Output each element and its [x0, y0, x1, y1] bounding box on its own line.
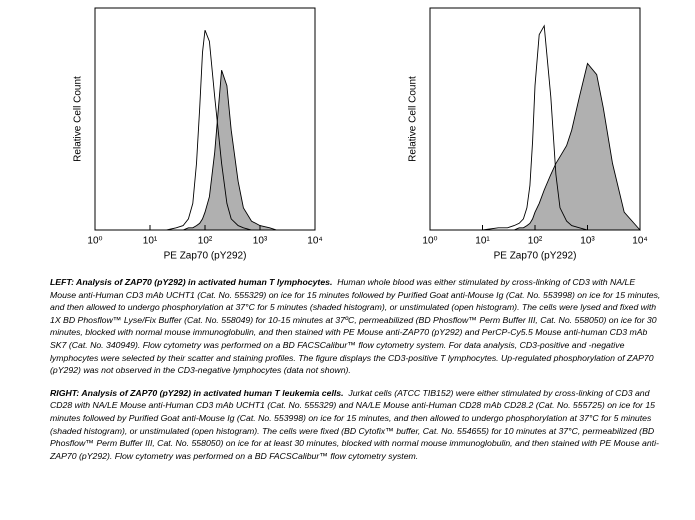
plot-frame — [94, 7, 316, 231]
y-axis-label: Relative Cell Count — [73, 76, 84, 162]
x-tick-label: 10² — [528, 236, 543, 247]
caption-heading: RIGHT: Analysis of ZAP70 (pY292) in acti… — [50, 387, 344, 398]
x-tick-label: 10⁴ — [632, 236, 647, 247]
caption: LEFT: Analysis of ZAP70 (pY292) in activ… — [50, 276, 662, 472]
caption-paragraph: RIGHT: Analysis of ZAP70 (pY292) in acti… — [50, 387, 662, 463]
y-axis-label: Relative Cell Count — [408, 76, 419, 162]
histogram — [95, 30, 315, 231]
histogram — [95, 70, 315, 231]
x-tick-label: 10² — [198, 236, 213, 247]
x-axis-label: PE Zap70 (pY292) — [164, 251, 247, 262]
x-tick-label: 10⁰ — [87, 236, 102, 247]
x-tick-label: 10⁴ — [307, 236, 322, 247]
caption-heading: LEFT: Analysis of ZAP70 (pY292) in activ… — [50, 277, 333, 287]
x-tick-label: 10³ — [253, 236, 268, 247]
caption-text: Jurkat cells (ATCC TIB152) were either s… — [50, 387, 659, 461]
caption-text: Human whole blood was either stimulated … — [50, 277, 661, 376]
x-tick-label: 10¹ — [143, 236, 158, 247]
x-axis-label: PE Zap70 (pY292) — [494, 251, 577, 262]
x-tick-label: 10³ — [580, 236, 595, 247]
x-tick-label: 10⁰ — [422, 236, 437, 247]
caption-paragraph: LEFT: Analysis of ZAP70 (pY292) in activ… — [50, 276, 662, 377]
x-tick-label: 10¹ — [475, 236, 490, 247]
charts: 10⁰ 10¹ 10² 10³ 10⁴ PE Zap70 (pY292) Relative … — [73, 7, 648, 262]
